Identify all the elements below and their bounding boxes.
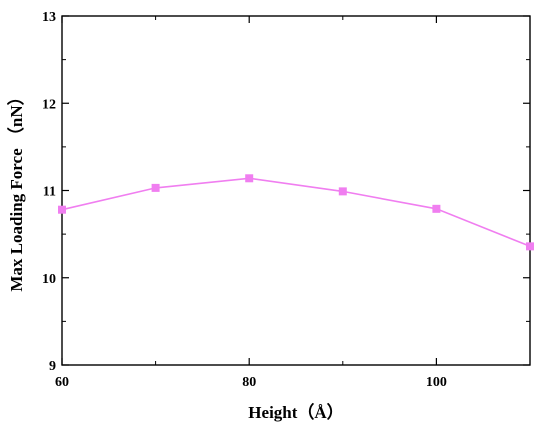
y-axis-label: Max Loading Force （nN） xyxy=(6,88,26,291)
series-layer xyxy=(58,174,534,251)
plot-frame xyxy=(61,15,531,366)
x-tick-label: 60 xyxy=(55,375,69,390)
y-tick-label: 11 xyxy=(43,185,56,200)
data-point-marker xyxy=(338,187,347,196)
data-point-marker xyxy=(58,205,66,214)
x-axis-label: Height（Å） xyxy=(248,402,343,422)
tick-labels: 60 80 100 9 10 11 12 13 xyxy=(42,10,447,390)
y-tick-label: 10 xyxy=(42,272,56,287)
data-point-marker xyxy=(526,242,534,251)
data-point-marker xyxy=(245,174,254,183)
y-tick-label: 12 xyxy=(42,97,56,112)
data-point-marker xyxy=(151,183,160,192)
series-line xyxy=(61,177,531,248)
data-point-marker xyxy=(432,204,441,213)
y-tick-label: 9 xyxy=(49,359,56,374)
y-tick-label: 13 xyxy=(42,10,56,25)
x-tick-label: 100 xyxy=(426,375,447,390)
axis-ticks xyxy=(61,15,531,366)
x-tick-label: 80 xyxy=(242,375,256,390)
